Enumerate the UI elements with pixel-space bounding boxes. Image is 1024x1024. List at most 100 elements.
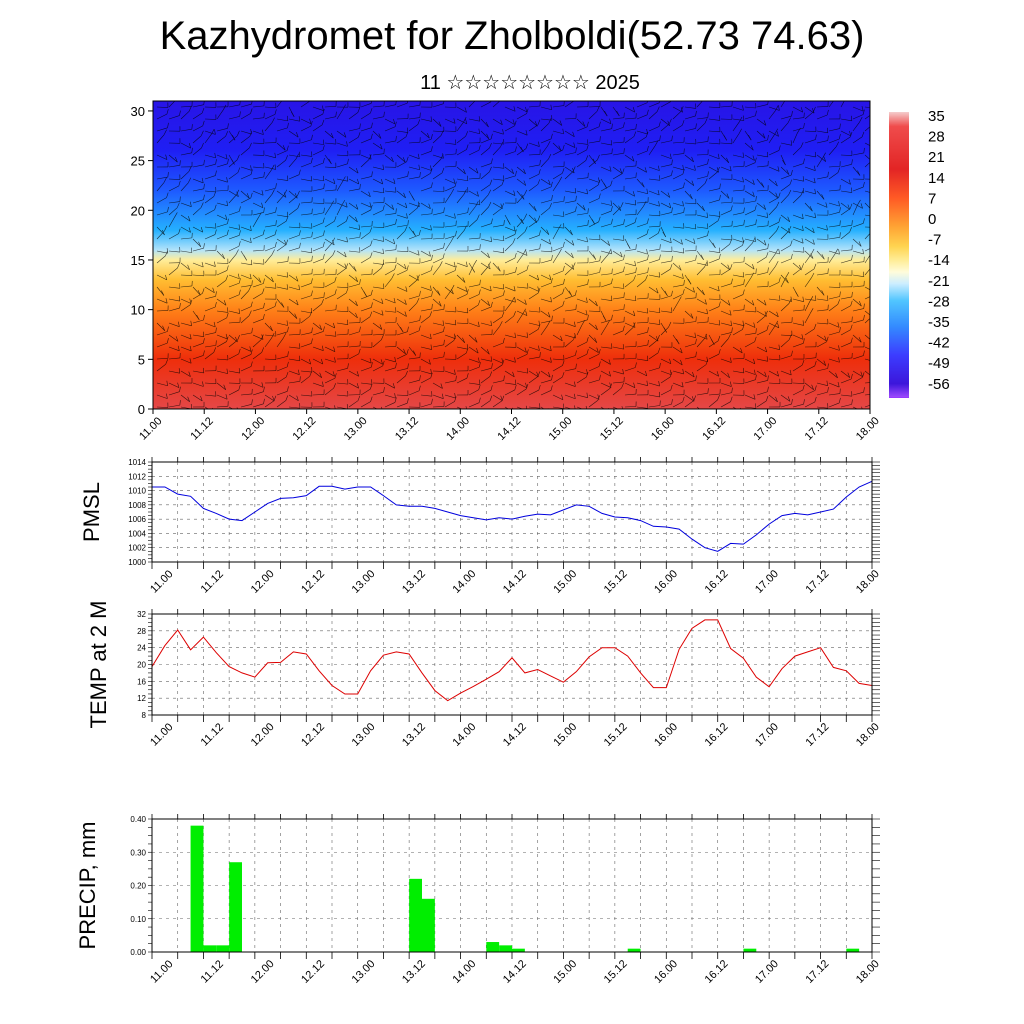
wind-barb	[384, 358, 396, 363]
wind-barb	[324, 238, 335, 246]
wind-barb-flag	[526, 332, 529, 338]
wind-barb	[348, 178, 359, 185]
wind-barb	[336, 250, 347, 258]
wind-barb-flag	[695, 123, 697, 129]
wind-barb	[576, 341, 588, 348]
wind-barb-flag	[790, 140, 793, 146]
wind-barb	[456, 262, 468, 268]
wind-barb	[312, 150, 324, 156]
wind-barb-flag	[514, 384, 517, 391]
wind-barb	[696, 183, 706, 192]
wind-barb	[648, 202, 660, 207]
wind-barb	[732, 329, 743, 336]
wind-barb	[804, 178, 816, 184]
wind-barb	[240, 197, 251, 204]
wind-barb	[744, 310, 756, 313]
wind-barb	[216, 358, 228, 361]
wind-barb	[624, 382, 636, 388]
wind-barb-flag	[503, 235, 505, 241]
wind-barb	[468, 284, 480, 288]
wind-barb-flag	[322, 381, 324, 387]
wind-barb	[516, 166, 526, 175]
wind-barb	[756, 139, 768, 144]
wind-barb	[204, 286, 215, 293]
x-tick-label: 16.12	[703, 721, 731, 749]
wind-barb-flag	[215, 170, 217, 176]
wind-barb	[744, 242, 753, 252]
wind-barb	[480, 163, 492, 168]
wind-barb-flag	[250, 128, 252, 135]
wind-barb-flag	[695, 351, 697, 357]
wind-barb	[588, 126, 600, 132]
wind-barb-flag	[548, 118, 552, 124]
wind-barb-flag	[251, 399, 253, 405]
wind-barb	[360, 225, 372, 228]
wind-barb	[504, 382, 516, 385]
wind-barb	[840, 136, 851, 144]
wind-barb-flag	[525, 310, 528, 316]
heatmap-x-tick-label: 13.12	[393, 415, 421, 443]
wind-barb-flag	[355, 276, 358, 282]
wind-barb-flag	[395, 362, 397, 368]
wind-barb	[564, 226, 573, 236]
wind-barb	[276, 118, 288, 122]
wind-barb-flag	[333, 322, 336, 329]
wind-barb	[156, 331, 168, 336]
wind-barb	[852, 204, 858, 216]
wind-barb	[864, 161, 870, 168]
wind-barb	[828, 382, 840, 388]
wind-barb-flag	[727, 300, 731, 306]
wind-barb-flag	[450, 236, 454, 242]
wind-barb-flag	[795, 291, 799, 297]
wind-barb-flag	[857, 199, 861, 206]
wind-barb	[804, 253, 812, 264]
wind-barb	[276, 400, 287, 408]
wind-barb-flag	[487, 300, 490, 306]
wind-barb-flag	[286, 361, 289, 367]
wind-barb	[168, 164, 180, 168]
wind-barb	[288, 406, 300, 409]
wind-barb-flag	[789, 179, 793, 185]
wind-barb	[432, 344, 444, 348]
wind-barb	[456, 286, 468, 292]
wind-barb-flag	[417, 119, 421, 125]
wind-barb-flag	[275, 207, 277, 213]
wind-barb	[744, 178, 755, 185]
wind-barb	[756, 154, 768, 158]
wind-barb-flag	[501, 359, 505, 366]
wind-barb	[396, 402, 408, 408]
wind-barb-flag	[355, 204, 359, 210]
wind-barb	[516, 286, 528, 289]
wind-barb	[552, 253, 560, 264]
wind-barb-flag	[547, 140, 551, 147]
wind-barb-flag	[575, 147, 577, 153]
wind-barb	[564, 267, 574, 276]
wind-barb	[768, 197, 779, 204]
wind-barb	[432, 159, 442, 168]
wind-barb-flag	[286, 272, 289, 278]
wind-barb	[564, 322, 576, 327]
wind-barb-flag	[335, 111, 337, 117]
wind-barb	[828, 225, 840, 228]
wind-barb-flag	[250, 349, 253, 355]
wind-barb	[588, 178, 600, 183]
wind-barb-flag	[538, 384, 541, 391]
wind-barb	[252, 382, 264, 388]
wind-barb-flag	[682, 273, 684, 279]
wind-barb	[264, 254, 273, 264]
wind-barb-flag	[478, 357, 480, 363]
wind-barb	[252, 117, 264, 120]
wind-barb-flag	[813, 263, 817, 269]
wind-barb-flag	[417, 274, 420, 280]
wind-barb-flag	[549, 345, 552, 351]
wind-barb	[660, 389, 671, 396]
wind-barb-flag	[203, 101, 205, 105]
wind-barb-flag	[775, 192, 778, 198]
wind-barb-flag	[659, 362, 661, 368]
wind-barb	[336, 322, 348, 325]
wind-barb-flag	[863, 350, 865, 356]
wind-barb-flag	[260, 334, 264, 340]
wind-barb	[780, 166, 790, 175]
wind-barb-flag	[647, 218, 649, 224]
wind-barb-flag	[814, 188, 816, 194]
